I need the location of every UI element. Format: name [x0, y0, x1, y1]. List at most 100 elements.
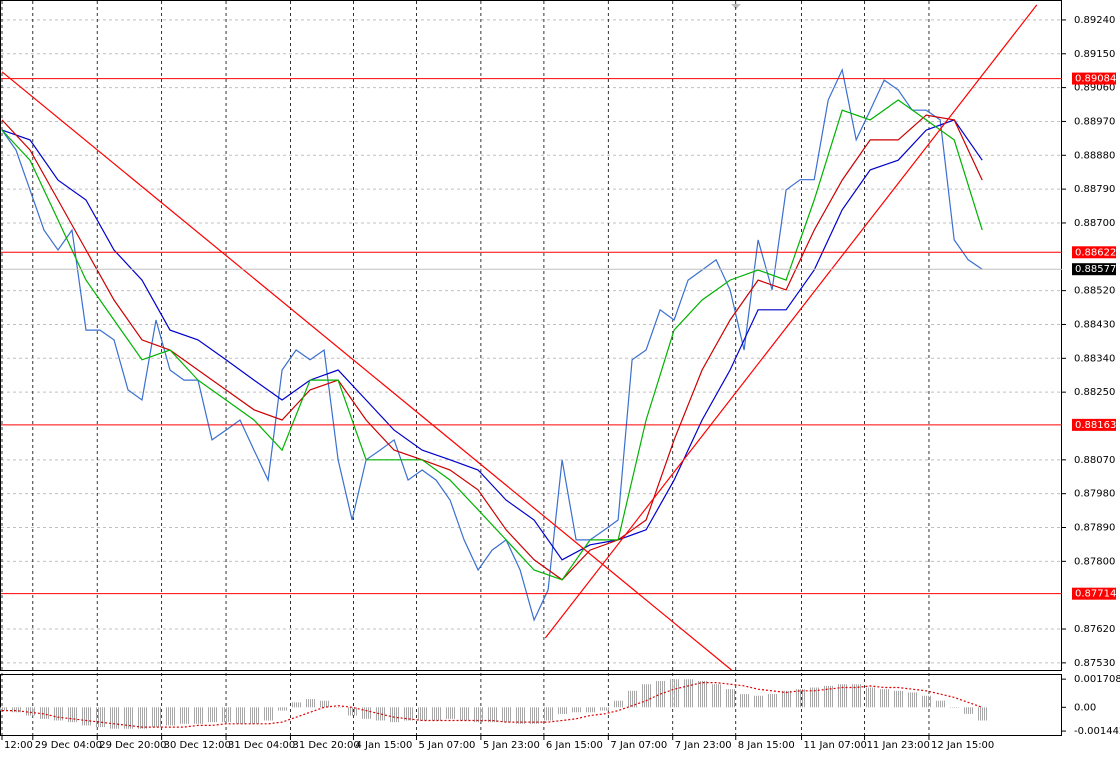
x-tick-label: 30 Dec 12:00 — [164, 740, 231, 751]
histogram-bar — [977, 707, 988, 721]
moving-average — [1, 119, 983, 561]
histogram-bar — [543, 707, 554, 721]
level-label-box — [1072, 587, 1116, 600]
histogram-bar — [53, 707, 64, 721]
y-tick-label: 0.89150 — [1074, 49, 1115, 60]
histogram-bar — [151, 707, 162, 728]
histogram-bar — [557, 707, 568, 714]
histogram-bar — [137, 707, 148, 729]
histogram-bar — [445, 707, 456, 719]
y-tick-label: 0.88880 — [1074, 150, 1115, 161]
histogram-bar — [753, 695, 764, 708]
histogram-bar — [11, 707, 22, 713]
histogram-bar — [207, 707, 218, 723]
histogram-bar — [193, 707, 204, 724]
histogram-bar — [767, 694, 778, 708]
signal-line — [2, 682, 983, 728]
histogram-bar — [123, 707, 134, 729]
x-tick-label: 7 Jan 23:00 — [675, 740, 732, 751]
y-tick-label: 0.87980 — [1074, 489, 1115, 500]
y-tick-label: 0.89060 — [1074, 83, 1115, 94]
x-tick-label: 31 Dec 04:00 — [228, 740, 295, 751]
histogram-bar — [963, 707, 974, 714]
histogram-bar — [823, 685, 834, 708]
histogram-bar — [879, 689, 890, 708]
trend-line — [1, 71, 732, 671]
histogram-bar — [291, 702, 302, 708]
histogram-bar — [851, 684, 862, 708]
histogram-bar — [459, 707, 470, 721]
histogram-bar — [263, 707, 274, 721]
level-label: 0.88622 — [1075, 247, 1116, 258]
x-tick-label: 12:00 — [4, 740, 33, 751]
histogram-bar — [655, 680, 666, 708]
x-tick-label: 29 Dec 04:00 — [35, 740, 102, 751]
y-tick-label: 0.87890 — [1074, 523, 1115, 534]
x-tick-label: 12 Jan 15:00 — [931, 740, 994, 751]
histogram-bar — [683, 679, 694, 708]
histogram-bar — [697, 680, 708, 708]
x-tick-label: 4 Jan 15:00 — [355, 740, 412, 751]
level-label: 0.89084 — [1075, 74, 1116, 85]
x-tick-label: 11 Jan 07:00 — [804, 740, 867, 751]
histogram-bar — [515, 707, 526, 724]
histogram-bar — [725, 689, 736, 708]
histogram-bar — [305, 699, 316, 708]
level-label: 0.88163 — [1075, 420, 1116, 431]
y-tick-label: 0.88430 — [1074, 319, 1115, 330]
histogram-bar — [235, 707, 246, 724]
histogram-bar — [949, 707, 960, 708]
x-tick-label: 8 Jan 15:00 — [738, 740, 795, 751]
x-tick-label: 31 Dec 20:00 — [292, 740, 359, 751]
level-label-box — [1072, 418, 1116, 431]
histogram-bar — [627, 690, 638, 708]
histogram-bar — [669, 679, 680, 708]
histogram-bar — [81, 707, 92, 726]
main-pane-border — [0, 0, 1062, 671]
y-tick-label: 0.87620 — [1074, 624, 1115, 635]
y-tick-label: 0.87530 — [1074, 658, 1115, 669]
histogram-bar — [333, 707, 344, 708]
histogram-bar — [585, 707, 596, 713]
histogram-bar — [165, 707, 176, 726]
histogram-bar — [39, 707, 50, 719]
current-price-box — [1072, 263, 1116, 276]
shift-marker — [731, 4, 741, 9]
x-tick-label: 6 Jan 15:00 — [546, 740, 603, 751]
y-tick-label: 0.88970 — [1074, 116, 1115, 127]
x-tick-label: 11 Jan 23:00 — [867, 740, 930, 751]
x-tick-label: 7 Jan 07:00 — [610, 740, 667, 751]
histogram-bar — [739, 694, 750, 708]
histogram-bar — [25, 707, 36, 716]
trend-line — [544, 4, 1038, 639]
current-price-label: 0.88577 — [1075, 264, 1116, 275]
histogram-bar — [403, 707, 414, 721]
histogram-bar — [865, 687, 876, 708]
y-tick-label: 0.001708 — [1074, 674, 1120, 685]
histogram-bar — [529, 707, 540, 724]
x-tick-label: 5 Jan 23:00 — [483, 740, 540, 751]
moving-average — [1, 114, 983, 581]
histogram-bar — [0, 707, 7, 711]
y-tick-label: 0.88790 — [1074, 184, 1115, 195]
histogram-bar — [319, 700, 330, 708]
histogram-bar — [501, 707, 512, 723]
histogram-bar — [893, 690, 904, 708]
y-tick-label: 0.88520 — [1074, 286, 1115, 297]
indicator-pane-border — [0, 674, 1062, 736]
x-tick-label: 5 Jan 07:00 — [418, 740, 475, 751]
histogram-bar — [907, 692, 918, 708]
histogram-bar — [347, 707, 358, 716]
histogram-bar — [417, 707, 428, 721]
histogram-bar — [95, 707, 106, 728]
histogram-bar — [389, 707, 400, 723]
y-tick-label: 0.88700 — [1074, 218, 1115, 229]
histogram-bar — [221, 707, 232, 723]
y-tick-label: 0.88340 — [1074, 353, 1115, 364]
histogram-bar — [809, 687, 820, 708]
histogram-bar — [375, 707, 386, 721]
y-tick-label: 0.88070 — [1074, 455, 1115, 466]
histogram-bar — [641, 684, 652, 708]
